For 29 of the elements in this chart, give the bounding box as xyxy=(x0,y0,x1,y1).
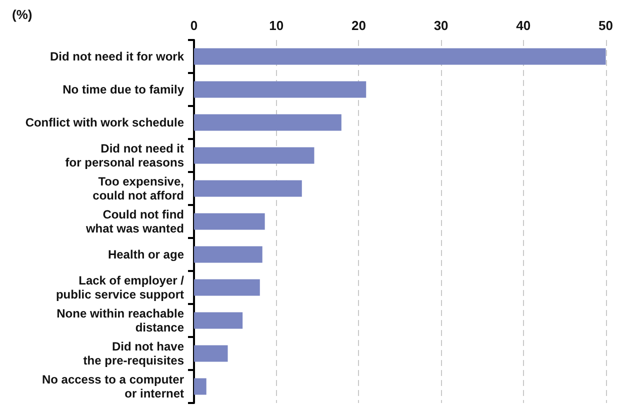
bar xyxy=(194,48,606,65)
bar xyxy=(194,180,302,197)
bar xyxy=(194,213,265,230)
x-axis-title: (%) xyxy=(12,7,32,22)
x-tick-label: 20 xyxy=(351,18,366,33)
x-tick-label: 50 xyxy=(598,18,614,33)
x-tick-label: 0 xyxy=(190,18,198,33)
bar xyxy=(194,312,243,329)
bar xyxy=(194,147,314,164)
bar xyxy=(194,81,366,98)
x-tick-label: 10 xyxy=(269,18,284,33)
y-tick-label: Lack of employer / public service support xyxy=(56,274,185,302)
y-tick-label: Did not have the pre-requisites xyxy=(83,340,184,368)
y-tick-label: No time due to family xyxy=(62,82,184,96)
y-tick-label: Did not need it for personal reasons xyxy=(65,142,184,170)
bar xyxy=(194,378,206,395)
y-tick-label: Conflict with work schedule xyxy=(25,116,184,130)
bar xyxy=(194,246,262,263)
y-tick-label: Did not need it for work xyxy=(50,50,184,64)
x-tick-label: 40 xyxy=(516,18,531,33)
bar xyxy=(194,345,228,362)
y-tick-label: None within reachable distance xyxy=(56,306,184,334)
bar xyxy=(194,114,342,131)
x-tick-label: 30 xyxy=(434,18,448,33)
y-tick-label: Could not find what was wanted xyxy=(84,208,184,236)
y-tick-label: Health or age xyxy=(108,248,184,262)
bar xyxy=(194,279,260,296)
y-tick-label: No access to a computer or internet xyxy=(42,372,184,400)
y-tick-label: Too expensive, could not afford xyxy=(92,174,184,202)
